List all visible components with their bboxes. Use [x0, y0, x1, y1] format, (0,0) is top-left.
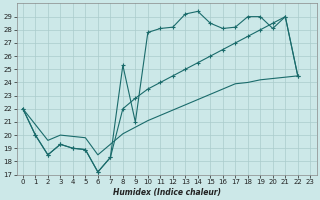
X-axis label: Humidex (Indice chaleur): Humidex (Indice chaleur) — [113, 188, 220, 197]
